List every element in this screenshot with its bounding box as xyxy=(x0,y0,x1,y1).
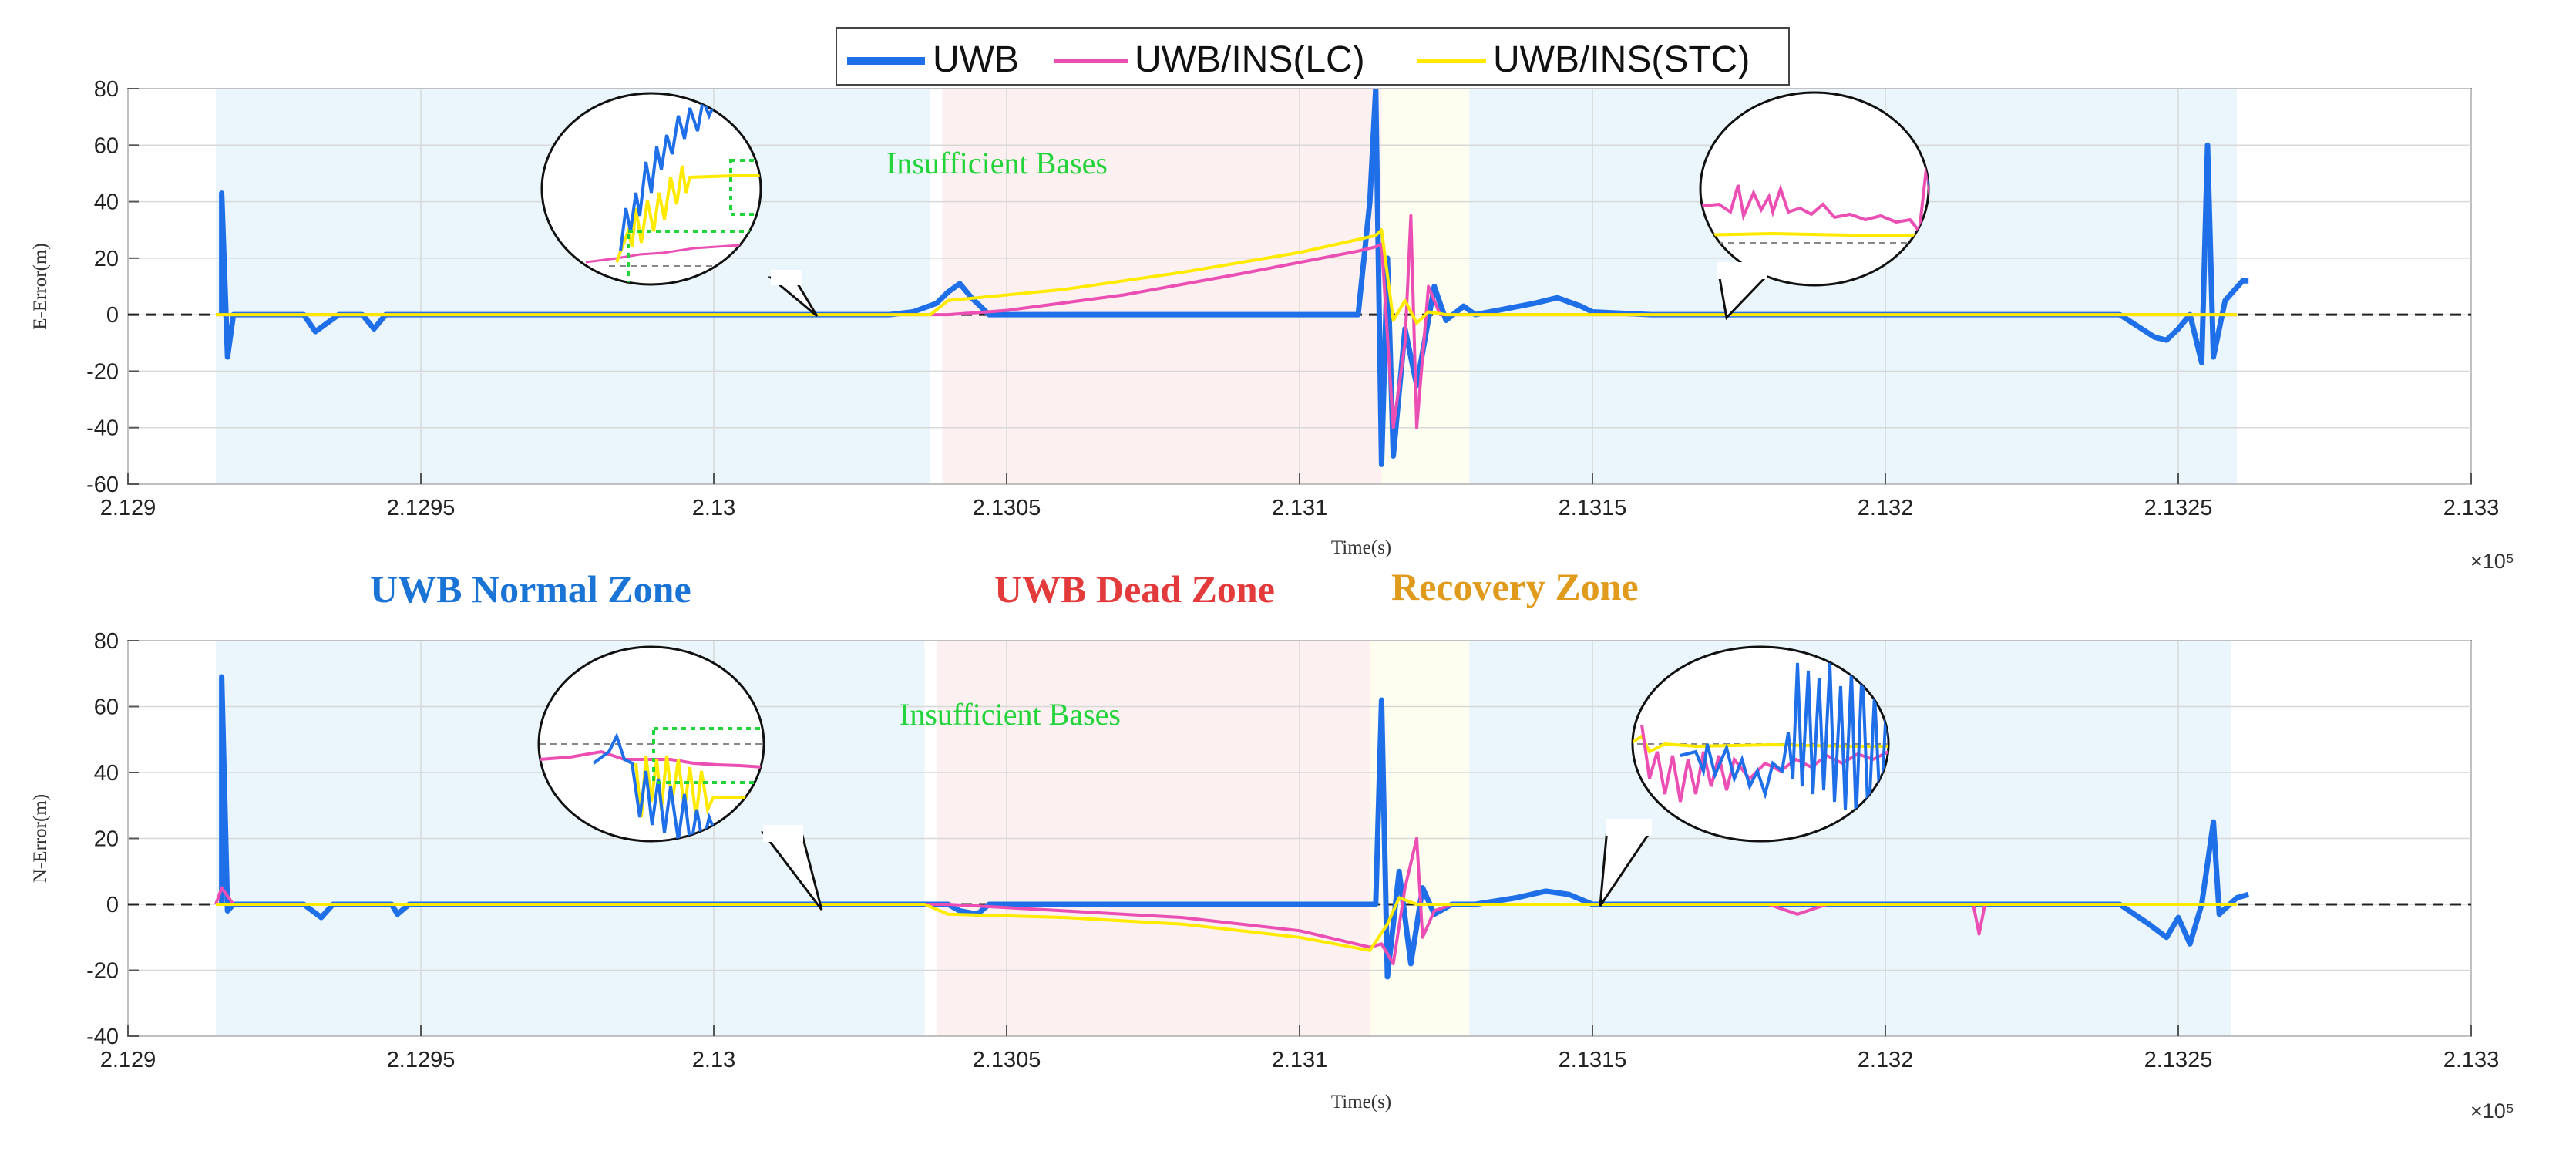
x-tick-label: 2.131 xyxy=(1272,1048,1328,1072)
callout-joint xyxy=(1606,819,1652,836)
y-tick-label: 60 xyxy=(94,695,119,720)
callout-lc-trace xyxy=(539,749,764,770)
x-tick-label: 2.132 xyxy=(1858,496,1914,520)
zoom-callout-bottom-right xyxy=(1599,645,1890,907)
callout-lc-trace xyxy=(585,242,761,264)
x-tick-label: 2.132 xyxy=(1858,1048,1914,1072)
legend: UWB UWB/INS(LC) UWB/INS(STC) xyxy=(836,27,1790,86)
x-tick-label: 2.131 xyxy=(1272,496,1328,520)
dead-zone-label: UWB Dead Zone xyxy=(994,567,1275,611)
y-tick-label: -20 xyxy=(86,959,119,984)
callout-joint xyxy=(771,270,802,285)
callout-highlight-box xyxy=(729,159,761,216)
y-axis-label-bottom: N-Error(m) xyxy=(30,794,51,883)
legend-box xyxy=(836,27,1790,86)
series-line-lc xyxy=(216,214,2237,429)
zoom-callout-top-left: Insufficient Bases xyxy=(540,92,1108,318)
callout-lc-trace xyxy=(1700,161,1929,236)
x-axis-label-top: Time(s) xyxy=(1331,537,1391,558)
callout-stc-trace xyxy=(634,755,764,818)
y-tick-label: 20 xyxy=(94,827,119,852)
callout-joint xyxy=(763,825,803,842)
y-tick-label: 40 xyxy=(94,761,119,786)
legend-label-stc: UWB/INS(STC) xyxy=(1493,39,1750,80)
y-tick-label: -40 xyxy=(86,1025,119,1049)
y-axis-label-top: E-Error(m) xyxy=(30,243,51,329)
insufficient-bases-annotation-top: Insufficient Bases xyxy=(886,146,1108,180)
zoom-callout-bottom-left: Insufficient Bases xyxy=(537,645,1121,911)
x-axis-label-bottom: Time(s) xyxy=(1331,1092,1391,1113)
x-tick-label: 2.1315 xyxy=(1559,496,1627,520)
callout-uwb-trace xyxy=(1680,662,1888,826)
y-tick-label: 0 xyxy=(106,303,119,328)
zone-shading-top xyxy=(216,89,2237,484)
x-tick-label: 2.129 xyxy=(100,1048,156,1072)
callout-content xyxy=(1700,123,1929,244)
legend-label-uwb: UWB xyxy=(933,39,1019,80)
x-tick-label: 2.133 xyxy=(2443,1048,2500,1072)
callout-highlight-box xyxy=(627,230,761,284)
x-tick-label: 2.13 xyxy=(692,1048,735,1072)
x-tick-label: 2.1325 xyxy=(2144,496,2213,520)
y-tick-label: 20 xyxy=(94,247,119,271)
zoom-callout-top-right xyxy=(1699,91,1930,321)
callout-joint xyxy=(1717,262,1767,279)
callout-bubble xyxy=(1699,91,1930,287)
normal-zone-label: UWB Normal Zone xyxy=(370,567,691,611)
x-tick-label: 2.13 xyxy=(692,496,735,520)
callout-stc-trace xyxy=(615,165,761,263)
series-group-bottom xyxy=(214,674,2250,980)
y-tick-label: 80 xyxy=(94,77,119,102)
east-error-panel: 80 60 40 20 0 -20 -40 -60 2.129 2.1295 2.13 2.1305… xyxy=(30,77,2514,573)
y-tick-label: 0 xyxy=(106,893,119,917)
y-tick-label: 80 xyxy=(94,629,119,654)
y-tick-label: -20 xyxy=(86,359,119,384)
x-multiplier-top: ×10⁵ xyxy=(2470,550,2514,573)
y-tick-label: 60 xyxy=(94,133,119,158)
x-tick-label: 2.129 xyxy=(100,496,156,520)
x-tick-label: 2.1325 xyxy=(2144,1048,2213,1072)
y-tick-label: -40 xyxy=(86,416,119,441)
series-line-stc xyxy=(216,228,2237,325)
x-tick-label: 2.1305 xyxy=(973,496,1041,520)
legend-label-lc: UWB/INS(LC) xyxy=(1135,39,1365,80)
x-tick-label: 2.1305 xyxy=(973,1048,1041,1072)
y-tick-label: 40 xyxy=(94,190,119,215)
dead-zone-band xyxy=(942,89,1382,484)
x-tick-label: 2.133 xyxy=(2443,496,2500,520)
x-tick-label: 2.1315 xyxy=(1559,1048,1627,1072)
x-multiplier-bottom: ×10⁵ xyxy=(2470,1099,2514,1123)
x-axis-top: 2.129 2.1295 2.13 2.1305 2.131 2.1315 2.132 2.1… xyxy=(100,89,2500,520)
y-tick-label: -60 xyxy=(86,473,119,497)
x-tick-label: 2.1295 xyxy=(387,496,456,520)
series-line-stc xyxy=(216,896,2237,952)
insufficient-bases-annotation-bottom: Insufficient Bases xyxy=(900,697,1121,732)
callout-content xyxy=(1633,662,1888,826)
callout-stc-trace xyxy=(1700,231,1928,237)
recovery-zone-label: Recovery Zone xyxy=(1391,565,1639,608)
x-tick-label: 2.1295 xyxy=(387,1048,456,1072)
series-group-top xyxy=(216,89,2249,467)
x-axis-bottom: 2.129 2.1295 2.13 2.1305 2.131 2.1315 2.132 2.1… xyxy=(100,641,2500,1072)
